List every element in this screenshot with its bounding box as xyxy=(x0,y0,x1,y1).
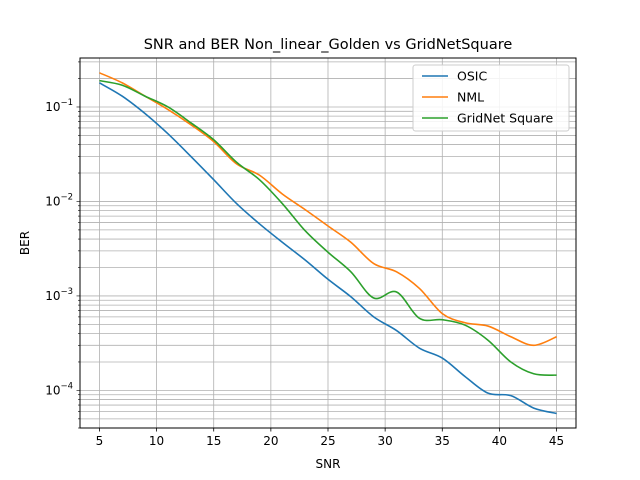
x-tick-label: 45 xyxy=(549,434,564,448)
x-tick-label: 10 xyxy=(149,434,164,448)
series-line-gridnet-square xyxy=(99,79,557,377)
series-line-nml xyxy=(99,72,557,347)
series-lines xyxy=(99,72,557,415)
legend-box xyxy=(412,64,570,132)
chart-title: SNR and BER Non_linear_Golden vs GridNet… xyxy=(144,37,513,53)
series-line-osic xyxy=(99,82,557,415)
x-tick-label: 35 xyxy=(435,434,450,448)
x-tick-label: 40 xyxy=(492,434,507,448)
x-tick-label: 30 xyxy=(378,434,393,448)
legend-label-gridnet-square: GridNet Square xyxy=(457,111,553,126)
y-axis-ticks: 10−4 10−3 10−2 10−1 xyxy=(45,61,80,429)
x-axis-ticks: 5 10 15 20 25 30 35 40 45 xyxy=(96,428,564,448)
y-axis-label: BER xyxy=(18,231,32,255)
x-axis-label: SNR xyxy=(316,457,341,471)
legend-label-osic: OSIC xyxy=(457,69,487,84)
y-tick-label: 10−4 xyxy=(45,381,73,397)
x-tick-label: 20 xyxy=(263,434,278,448)
y-tick-label: 10−1 xyxy=(45,98,73,114)
y-tick-label: 10−2 xyxy=(45,192,73,208)
legend-label-nml: NML xyxy=(457,90,484,105)
y-tick-label: 10−3 xyxy=(45,287,73,303)
legend: OSIC NML GridNet Square xyxy=(412,64,570,132)
x-tick-label: 25 xyxy=(320,434,335,448)
x-tick-label: 5 xyxy=(96,434,104,448)
x-tick-label: 15 xyxy=(206,434,221,448)
